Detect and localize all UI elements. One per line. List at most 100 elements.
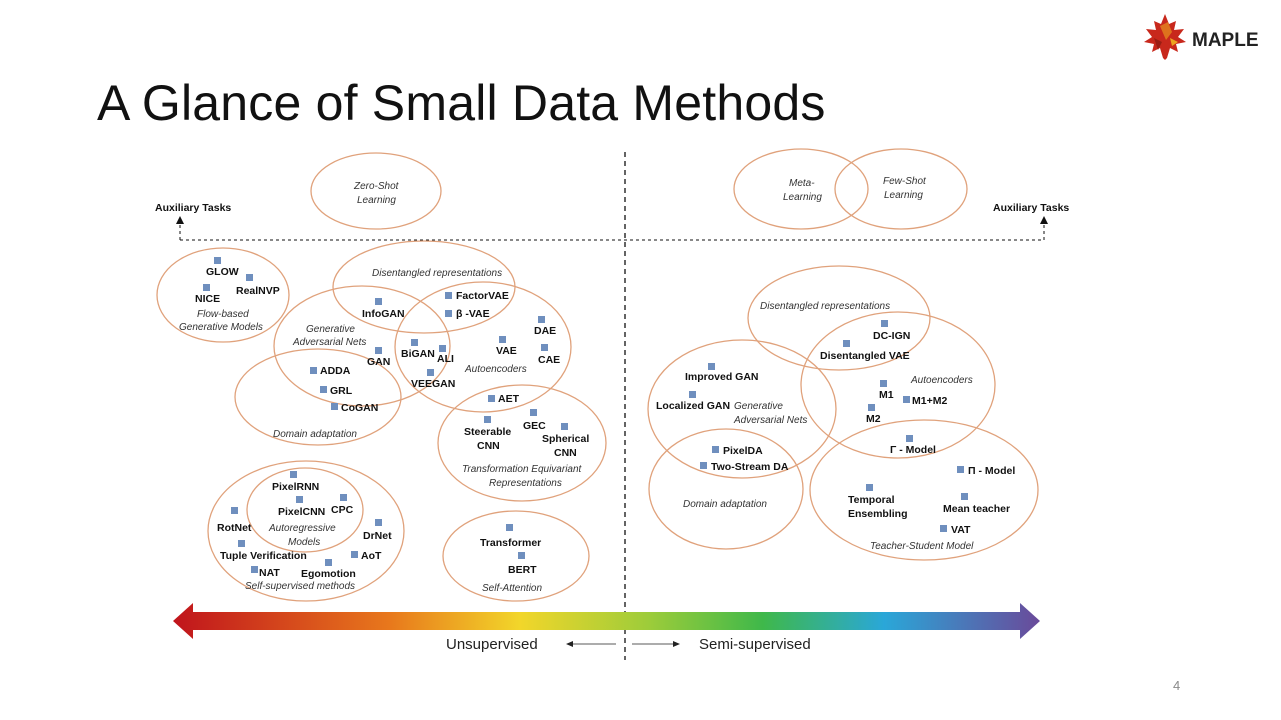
method-gec: GEC xyxy=(523,420,546,432)
autoencoders-ellipse-left xyxy=(394,281,572,413)
method-drnet: DrNet xyxy=(363,530,392,542)
method-m1: M1 xyxy=(879,389,894,401)
method-gan: GAN xyxy=(367,356,390,368)
method-markers-right xyxy=(689,320,968,532)
disentangled-ellipse-left xyxy=(332,240,516,334)
method-egomotion: Egomotion xyxy=(301,568,356,580)
teacher-student-ellipse xyxy=(809,419,1039,561)
gan-ellipse-right xyxy=(647,339,837,479)
autoencoders-label-left: Autoencoders xyxy=(464,364,527,375)
method-spherical-cnn: Spherical xyxy=(542,433,589,445)
method-pixelrnn: PixelRNN xyxy=(272,481,319,493)
meta-learning-label: Meta- xyxy=(789,178,815,189)
self-supervised-label: Self-supervised methods xyxy=(245,581,355,592)
method-m1-m2: M1+M2 xyxy=(912,395,947,407)
auxiliary-arrowhead-left xyxy=(176,216,184,224)
self-supervised-ellipse xyxy=(207,460,405,602)
method-cae: CAE xyxy=(538,354,560,366)
meta-learning-label-2: Learning xyxy=(783,192,822,203)
gan-ellipse-left xyxy=(273,285,451,407)
domain-adaptation-label-right: Domain adaptation xyxy=(683,499,767,510)
gan-label-left-2: Adversarial Nets xyxy=(292,337,366,348)
method-tuple-verification: Tuple Verification xyxy=(220,550,307,562)
auxiliary-arrowhead-right xyxy=(1040,216,1048,224)
teq-label-2: Representations xyxy=(489,478,562,489)
method-vae: VAE xyxy=(496,345,517,357)
method-vat: VAT xyxy=(951,524,971,536)
method-m2: M2 xyxy=(866,413,881,425)
gan-label-right-2: Adversarial Nets xyxy=(733,415,807,426)
domain-adaptation-ellipse-right xyxy=(648,428,804,550)
method-two-stream-da: Two-Stream DA xyxy=(711,461,789,473)
autoencoders-label-right: Autoencoders xyxy=(910,375,973,386)
method-infogan: InfoGAN xyxy=(362,308,405,320)
disentangled-label-right: Disentangled representations xyxy=(760,301,890,312)
teacher-student-label: Teacher-Student Model xyxy=(870,541,974,552)
method-localized-gan: Localized GAN xyxy=(656,400,730,412)
few-shot-label-2: Learning xyxy=(884,190,923,201)
flow-based-label-2: Generative Models xyxy=(179,322,263,333)
method-gamma-model: Γ - Model xyxy=(890,444,936,456)
disentangled-ellipse-right xyxy=(747,265,931,371)
method-dc-ign: DC-IGN xyxy=(873,330,910,342)
autoregressive-label-2: Models xyxy=(288,537,320,548)
logo-text: MAPLE xyxy=(1192,30,1259,51)
few-shot-label: Few-Shot xyxy=(883,176,927,187)
method-beta-vae: β -VAE xyxy=(456,308,490,320)
method-veegan: VEEGAN xyxy=(411,378,455,390)
teq-label: Transformation Equivariant xyxy=(462,464,583,475)
method-rotnet: RotNet xyxy=(217,522,252,534)
unsupervised-label: Unsupervised xyxy=(446,636,538,653)
few-shot-ellipse xyxy=(834,148,968,230)
slide-title: A Glance of Small Data Methods xyxy=(97,75,826,131)
method-spherical-cnn-2: CNN xyxy=(554,447,577,459)
autoregressive-ellipse xyxy=(246,467,364,553)
method-markers-left xyxy=(203,257,568,573)
method-pi-model: Π - Model xyxy=(968,465,1015,477)
semi-supervised-label: Semi-supervised xyxy=(699,636,811,653)
method-nice: NICE xyxy=(195,293,220,305)
disentangled-label-left: Disentangled representations xyxy=(372,268,502,279)
method-dae: DAE xyxy=(534,325,556,337)
flow-based-ellipse xyxy=(156,247,290,343)
method-steerable-cnn: Steerable xyxy=(464,426,511,438)
arrow-right-head xyxy=(673,641,680,647)
domain-adaptation-ellipse-left xyxy=(234,348,402,446)
method-bigan: BiGAN xyxy=(401,348,435,360)
method-steerable-cnn-2: CNN xyxy=(477,440,500,452)
method-temporal-ensembling: Temporal xyxy=(848,494,895,506)
autoregressive-label: Autoregressive xyxy=(268,523,336,534)
method-ali: ALI xyxy=(437,353,454,365)
method-grl: GRL xyxy=(330,385,353,397)
domain-adaptation-label-left: Domain adaptation xyxy=(273,429,357,440)
transformation-equivariant-ellipse xyxy=(437,384,607,502)
method-mean-teacher: Mean teacher xyxy=(943,503,1010,515)
auxiliary-line xyxy=(179,222,1045,241)
maple-leaf-logo xyxy=(1144,14,1186,60)
self-attention-ellipse xyxy=(442,510,590,602)
method-pixelda: PixelDA xyxy=(723,445,763,457)
method-pixelcnn: PixelCNN xyxy=(278,506,325,518)
method-factorvae: FactorVAE xyxy=(456,290,509,302)
zero-shot-label-2: Learning xyxy=(357,195,396,206)
meta-learning-ellipse xyxy=(733,148,869,230)
gan-label-left: Generative xyxy=(306,324,355,335)
auxiliary-tasks-left: Auxiliary Tasks xyxy=(155,202,231,214)
method-cogan: CoGAN xyxy=(341,402,378,414)
method-glow: GLOW xyxy=(206,266,239,278)
zero-shot-ellipse xyxy=(310,152,442,230)
gan-label-right: Generative xyxy=(734,401,783,412)
autoencoders-ellipse-right xyxy=(800,311,996,459)
method-transformer: Transformer xyxy=(480,537,541,549)
method-bert: BERT xyxy=(508,564,537,576)
method-temporal-ensembling-2: Ensembling xyxy=(848,508,908,520)
arrow-left-head xyxy=(566,641,573,647)
method-adda: ADDA xyxy=(320,365,351,377)
self-attention-label: Self-Attention xyxy=(482,583,542,594)
method-cpc: CPC xyxy=(331,504,354,516)
method-realnvp: RealNVP xyxy=(236,285,280,297)
method-aot: AoT xyxy=(361,550,382,562)
page-number: 4 xyxy=(1173,678,1181,693)
method-improved-gan: Improved GAN xyxy=(685,371,759,383)
